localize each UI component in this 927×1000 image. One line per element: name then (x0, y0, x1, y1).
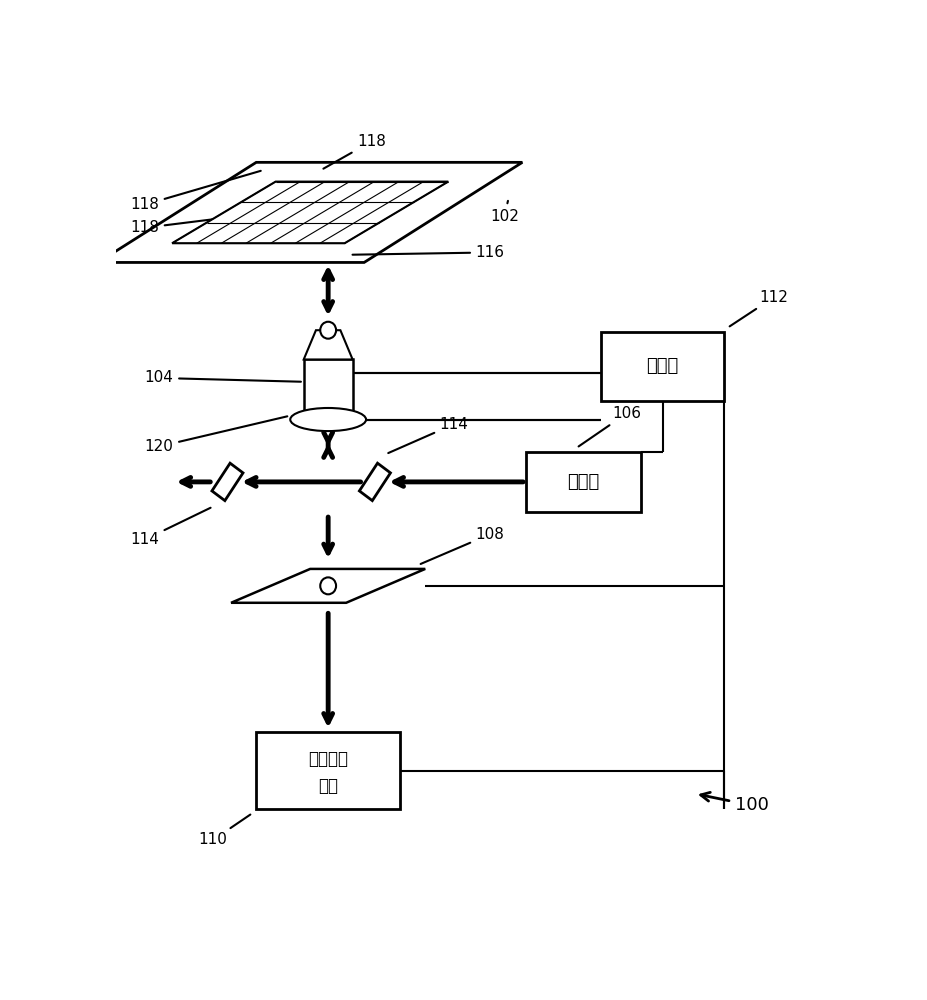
Text: 装置: 装置 (318, 777, 337, 795)
Text: 108: 108 (420, 527, 504, 564)
Text: 100: 100 (700, 792, 768, 814)
Text: 104: 104 (145, 370, 300, 385)
FancyBboxPatch shape (256, 732, 400, 809)
Text: 118: 118 (130, 171, 260, 212)
Text: 112: 112 (729, 290, 788, 326)
Circle shape (320, 577, 336, 594)
FancyBboxPatch shape (526, 452, 641, 512)
Text: 116: 116 (352, 245, 504, 260)
Text: 118: 118 (323, 134, 386, 169)
Text: 控制器: 控制器 (646, 357, 678, 375)
Text: 114: 114 (130, 508, 210, 547)
Polygon shape (171, 182, 448, 243)
Circle shape (320, 322, 336, 339)
Text: 114: 114 (387, 417, 468, 453)
Bar (303, 359, 352, 412)
Polygon shape (211, 463, 243, 501)
Polygon shape (303, 330, 352, 359)
Text: 106: 106 (578, 406, 641, 446)
Text: 110: 110 (198, 815, 250, 847)
Text: 照明源: 照明源 (566, 473, 599, 491)
Polygon shape (359, 463, 390, 501)
Ellipse shape (290, 408, 365, 431)
Text: 118: 118 (130, 213, 265, 235)
FancyBboxPatch shape (601, 332, 723, 401)
Text: 120: 120 (145, 416, 287, 454)
Text: 图像捕获: 图像捕获 (308, 750, 348, 768)
Text: 102: 102 (489, 201, 518, 224)
